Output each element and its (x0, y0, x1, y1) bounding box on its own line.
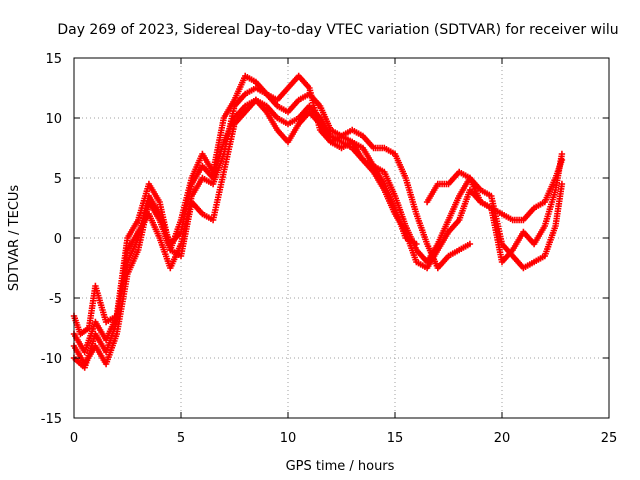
data-points (70, 72, 566, 371)
chart-title: Day 269 of 2023, Sidereal Day-to-day VTE… (57, 22, 618, 38)
x-tick-label: 15 (387, 431, 404, 446)
y-axis-label: SDTVAR / TECUs (7, 185, 22, 292)
y-tick-label: -10 (41, 352, 62, 367)
x-axis-label: GPS time / hours (286, 459, 395, 474)
y-tick-label: -5 (49, 292, 62, 307)
x-tick-label: 25 (601, 431, 618, 446)
x-tick-label: 5 (177, 431, 185, 446)
y-tick-label: 0 (54, 232, 62, 247)
grid (74, 58, 609, 418)
x-tick-label: 0 (70, 431, 78, 446)
y-tick-label: 5 (54, 172, 62, 187)
data-point (466, 240, 474, 248)
x-tick-label: 20 (494, 431, 511, 446)
axis-ticks: 0 5 10 15 20 25 -15 -10 -5 0 5 10 15 (41, 52, 618, 446)
series-track-5 (423, 150, 566, 266)
y-tick-label: 10 (45, 112, 62, 127)
series-track-3 (70, 96, 566, 368)
data-point (558, 150, 566, 158)
x-tick-label: 10 (280, 431, 297, 446)
y-tick-label: -15 (41, 412, 62, 427)
data-point (558, 180, 566, 188)
y-tick-label: 15 (45, 52, 62, 67)
